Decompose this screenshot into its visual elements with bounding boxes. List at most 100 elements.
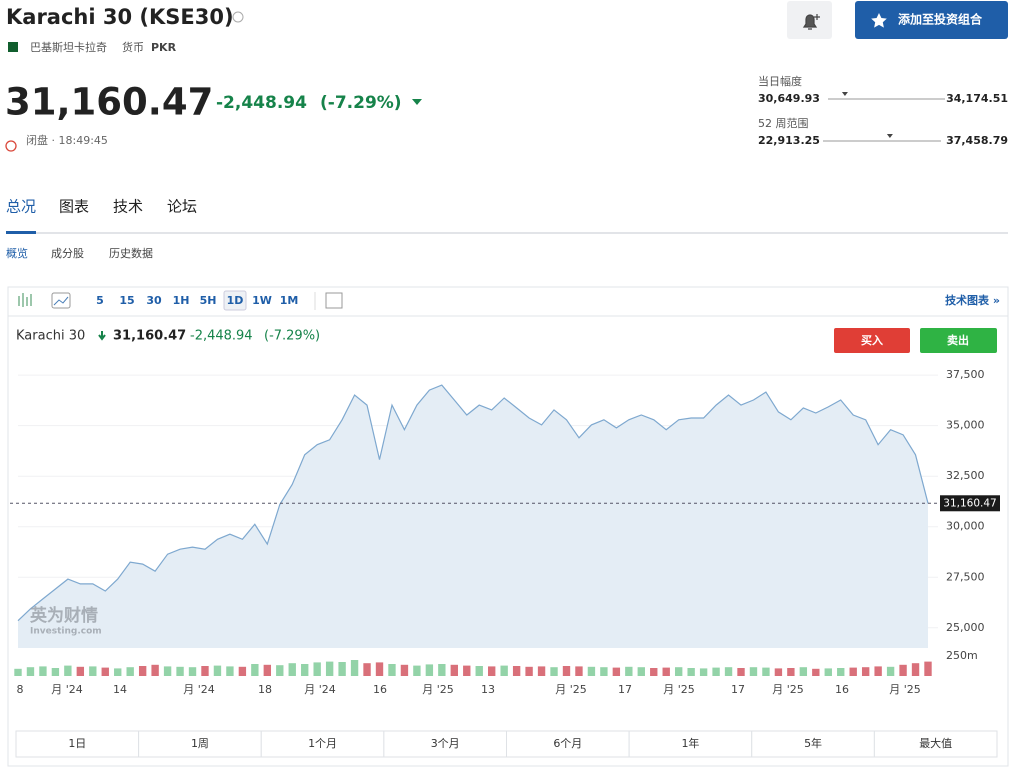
add-portfolio-label[interactable]: 添加至投资组合 (898, 12, 983, 27)
volume-bar (413, 665, 421, 676)
interval[interactable]: 1D (227, 294, 244, 307)
interval[interactable]: 1W (252, 294, 272, 307)
x-tick-label: 月 '25 (772, 683, 804, 696)
interval[interactable]: 1H (173, 294, 190, 307)
interval[interactable]: 15 (119, 294, 134, 307)
x-tick-label: 17 (618, 683, 632, 696)
interval[interactable]: 5H (200, 294, 217, 307)
y-tick-label: 32,500 (946, 469, 985, 482)
subtab[interactable]: 成分股 (51, 247, 84, 260)
legend-price: 31,160.47 (113, 329, 186, 344)
period-label[interactable]: 1日 (68, 737, 86, 750)
subtab[interactable]: 概览 (6, 246, 28, 260)
volume-bar (787, 668, 795, 676)
legend-pct: (-7.29%) (264, 329, 320, 344)
volume-bar (14, 668, 22, 676)
volume-bar (213, 665, 222, 676)
add-portfolio-button[interactable] (855, 1, 1008, 39)
y-tick-label: 35,000 (946, 419, 985, 432)
volume-bar (276, 665, 284, 676)
period-label[interactable]: 最大值 (919, 736, 952, 750)
y-tick-label: 25,000 (946, 621, 985, 634)
period-label[interactable]: 1个月 (308, 737, 337, 750)
volume-bar (101, 667, 109, 676)
volume-bar (425, 664, 434, 676)
tab[interactable]: 论坛 (167, 198, 197, 216)
volume-bar (774, 668, 783, 676)
volume-bar (812, 668, 820, 676)
period-label[interactable]: 1年 (681, 736, 699, 750)
currency: PKR (151, 41, 177, 54)
volume-bar (400, 664, 409, 676)
volume-bar (450, 664, 458, 676)
info-icon (232, 11, 244, 23)
x-tick-label: 月 '25 (555, 683, 587, 696)
period-button[interactable] (506, 730, 630, 758)
volume-bar (313, 662, 321, 676)
toolbar-icons (18, 292, 343, 310)
interval[interactable]: 5 (96, 294, 104, 307)
tab[interactable]: 技术 (113, 198, 143, 216)
tab[interactable]: 图表 (59, 198, 89, 216)
period-button[interactable] (383, 730, 507, 758)
period-button[interactable] (873, 730, 998, 758)
volume-bar (350, 660, 359, 676)
volume-bar (650, 668, 658, 676)
interval[interactable]: 30 (146, 294, 162, 307)
volume-bar (238, 666, 247, 676)
volume-bar (512, 666, 521, 676)
range-low: 22,913.25 (758, 134, 820, 147)
volume-bar (662, 667, 670, 676)
volume-bar (226, 666, 234, 676)
period-button[interactable] (15, 730, 140, 758)
period-label[interactable]: 5年 (804, 736, 822, 750)
volume-bar (712, 667, 720, 676)
tech-chart-link[interactable]: 技术图表 » (945, 293, 1000, 307)
interval[interactable]: 1M (280, 294, 299, 307)
x-tick-label: 17 (731, 683, 745, 696)
tab[interactable]: 总况 (6, 198, 36, 216)
x-tick-label: 月 '24 (304, 683, 336, 696)
volume-bar (762, 667, 770, 676)
range-low: 30,649.93 (758, 92, 820, 105)
volume-bar (363, 663, 371, 676)
last-price-box (940, 495, 1000, 512)
period-label[interactable]: 6个月 (553, 737, 582, 750)
clock-icon (5, 140, 17, 152)
price-line (17, 384, 929, 622)
volume-bar (151, 664, 159, 676)
buy-button[interactable] (834, 328, 910, 353)
change-pct: (-7.29%) (320, 93, 402, 113)
watermark-cn: 英为财情 (30, 605, 98, 626)
volume-bar (325, 661, 334, 676)
volume-bar (849, 667, 857, 676)
period-button[interactable] (138, 730, 262, 758)
volume-bar (737, 668, 745, 676)
volume-bar (749, 667, 758, 676)
period-button[interactable] (628, 730, 753, 758)
volume-bar (699, 668, 708, 676)
volume-bar (600, 667, 608, 676)
range-label: 52 周范围 (758, 116, 809, 130)
volume-bar (126, 667, 134, 676)
volume-bar (500, 665, 508, 676)
subtab[interactable]: 历史数据 (109, 246, 153, 260)
volume-bar (463, 665, 471, 676)
period-label[interactable]: 1周 (191, 737, 209, 750)
volume-bar (612, 667, 621, 676)
sell-button[interactable] (920, 328, 997, 353)
x-tick-label: 14 (113, 683, 127, 696)
volume-tick-label: 250m (946, 649, 978, 662)
flag-icon (8, 42, 18, 52)
volume-bar (911, 663, 920, 676)
volume-bar (176, 666, 184, 676)
x-tick-label: 16 (835, 683, 849, 696)
legend-arrow (98, 331, 106, 341)
volume-bar (301, 664, 309, 676)
star-icon (871, 13, 887, 28)
volume-bar (687, 668, 695, 676)
period-label[interactable]: 3个月 (431, 737, 460, 750)
sell-label[interactable]: 卖出 (947, 333, 969, 347)
price: 31,160.47 (5, 81, 213, 124)
buy-label[interactable]: 买入 (861, 334, 883, 347)
